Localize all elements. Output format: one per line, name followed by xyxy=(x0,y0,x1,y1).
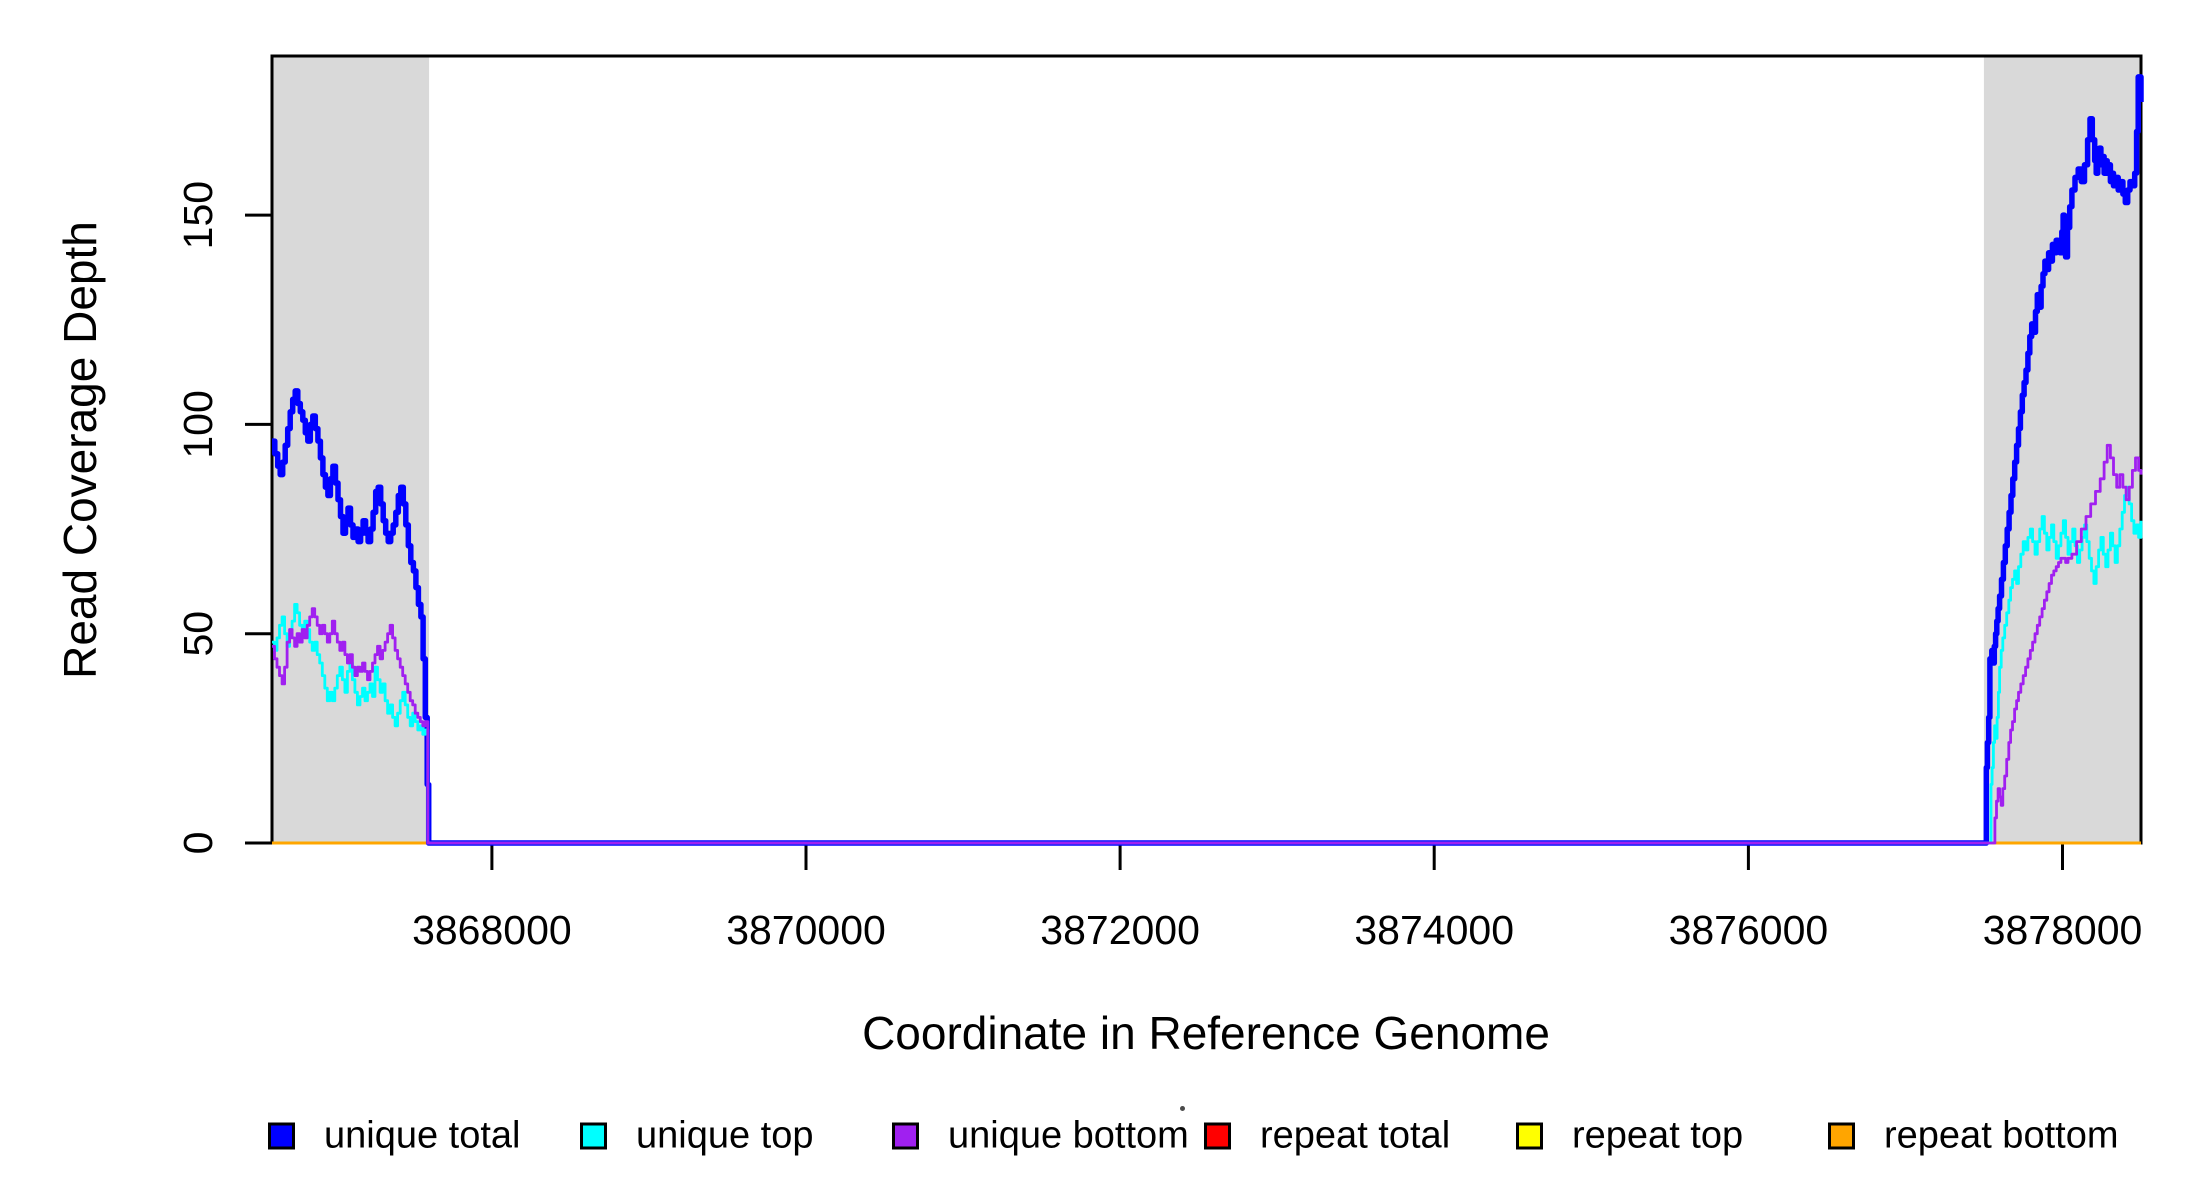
legend-swatch-unique-total xyxy=(268,1122,295,1150)
legend-swatch-repeat-top xyxy=(1516,1122,1543,1150)
y-tick-label: 50 xyxy=(175,611,221,657)
y-tick-label: 0 xyxy=(175,832,221,855)
legend-label: repeat top xyxy=(1572,1114,1744,1157)
legend-swatch-unique-top xyxy=(580,1122,607,1150)
legend-item-unique-top: unique top xyxy=(580,1115,814,1158)
legend-item-repeat-top: repeat top xyxy=(1516,1115,1743,1158)
x-axis-title: Coordinate in Reference Genome xyxy=(862,1007,1550,1059)
legend-item-unique-total: unique total xyxy=(268,1115,521,1158)
x-tick-label: 3868000 xyxy=(412,907,572,953)
legend-label: unique bottom xyxy=(948,1114,1189,1157)
x-tick-label: 3874000 xyxy=(1354,907,1514,953)
x-tick-label: 3876000 xyxy=(1669,907,1829,953)
legend-swatch-unique-bottom xyxy=(892,1122,919,1150)
shaded-flank-region xyxy=(272,56,430,843)
y-tick-label: 100 xyxy=(175,390,221,458)
legend-swatch-repeat-total xyxy=(1204,1122,1231,1150)
y-tick-label: 150 xyxy=(175,181,221,249)
series-unique-bottom xyxy=(272,443,2143,845)
y-axis-title: Read Coverage Depth xyxy=(54,221,106,679)
series-unique-top xyxy=(272,485,2143,845)
legend-item-repeat-bottom: repeat bottom xyxy=(1828,1115,2118,1158)
legend-label: unique total xyxy=(324,1114,521,1157)
legend-label: repeat total xyxy=(1260,1114,1451,1157)
legend-item-repeat-total: repeat total xyxy=(1204,1115,1450,1158)
legend-swatch-repeat-bottom xyxy=(1828,1122,1855,1150)
legend-item-unique-bottom: unique bottom xyxy=(892,1115,1189,1158)
x-tick-label: 3870000 xyxy=(726,907,886,953)
stray-dot-artifact xyxy=(1180,1106,1185,1111)
x-tick-label: 3872000 xyxy=(1040,907,1200,953)
legend-label: unique top xyxy=(636,1114,814,1157)
legend-label: repeat bottom xyxy=(1884,1114,2119,1157)
series-unique-total xyxy=(272,74,2144,846)
plot-border xyxy=(270,54,2143,845)
shaded-flank-region xyxy=(1983,56,2141,843)
x-tick-label: 3878000 xyxy=(1983,907,2143,953)
